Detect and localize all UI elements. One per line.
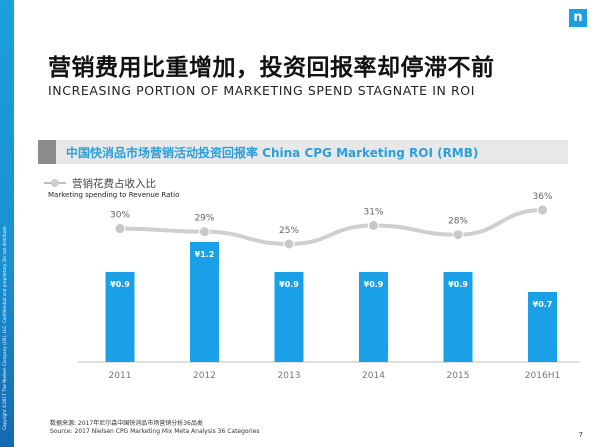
x-tick-2014: 2014 [362, 371, 385, 381]
chart-title-marker [38, 140, 56, 164]
bar-2013 [274, 272, 304, 362]
bar-label-2012: ¥1.2 [195, 250, 215, 259]
ratio-label-2014: 31% [363, 207, 383, 217]
bar-2012 [190, 242, 219, 362]
ratio-point-2014 [368, 219, 379, 231]
bar-2014 [359, 272, 388, 362]
bar-label-2015: ¥0.9 [448, 280, 468, 289]
slide-title-en: INCREASING PORTION OF MARKETING SPEND ST… [48, 83, 476, 98]
ratio-point-2011 [114, 223, 126, 235]
source-en: Source: 2017 Nielsen CPG Marketing Mix M… [50, 428, 260, 435]
x-tick-2015: 2015 [447, 371, 470, 381]
bar-2011 [105, 272, 135, 362]
nielsen-logo: n [569, 9, 587, 27]
bar-label-2016H1: ¥0.7 [533, 300, 553, 309]
legend-dot-symbol [51, 179, 59, 187]
x-tick-2013: 2013 [278, 371, 301, 381]
bar-label-2011: ¥0.9 [110, 280, 130, 289]
x-tick-2011: 2011 [109, 371, 132, 381]
source-note: 数据来源: 2017年尼尔森中国快消品市场营销分析36品类 Source: 20… [50, 420, 260, 436]
ratio-point-2015 [452, 229, 464, 241]
legend-label-cn: 营销花费占收入比 [72, 178, 156, 190]
chart-title: 中国快消品市场营销活动投资回报率 China CPG Marketing ROI… [66, 146, 479, 160]
ratio-label-2016H1: 36% [532, 192, 552, 202]
ratio-line [118, 208, 545, 247]
bar-2016H1 [528, 292, 557, 362]
ratio-point-2012 [199, 226, 210, 238]
x-tick-2016H1: 2016H1 [525, 371, 560, 381]
left-accent-strip: Copyright ©2017 The Nielsen Company (US)… [0, 0, 14, 447]
chart-title-bar: 中国快消品市场营销活动投资回报率 China CPG Marketing ROI… [38, 140, 568, 164]
bar-label-2013: ¥0.9 [279, 280, 299, 289]
x-tick-2012: 2012 [193, 371, 216, 381]
ratio-label-2013: 25% [279, 226, 299, 236]
page-number: 7 [578, 431, 583, 439]
ratio-point-2013 [283, 238, 295, 250]
slide-title-cn: 营销费用比重增加，投资回报率却停滞不前 [48, 55, 495, 81]
ratio-point-2016H1 [537, 204, 548, 216]
source-cn: 数据来源: 2017年尼尔森中国快消品市场营销分析36品类 [50, 420, 203, 427]
legend-label-en: Marketing spending to Revenue Ratio [48, 191, 180, 199]
ratio-label-2011: 30% [110, 211, 130, 221]
bar-2015 [443, 272, 473, 362]
ratio-label-2012: 29% [194, 214, 214, 224]
bar-label-2014: ¥0.9 [364, 280, 384, 289]
ratio-label-2015: 28% [448, 217, 468, 227]
